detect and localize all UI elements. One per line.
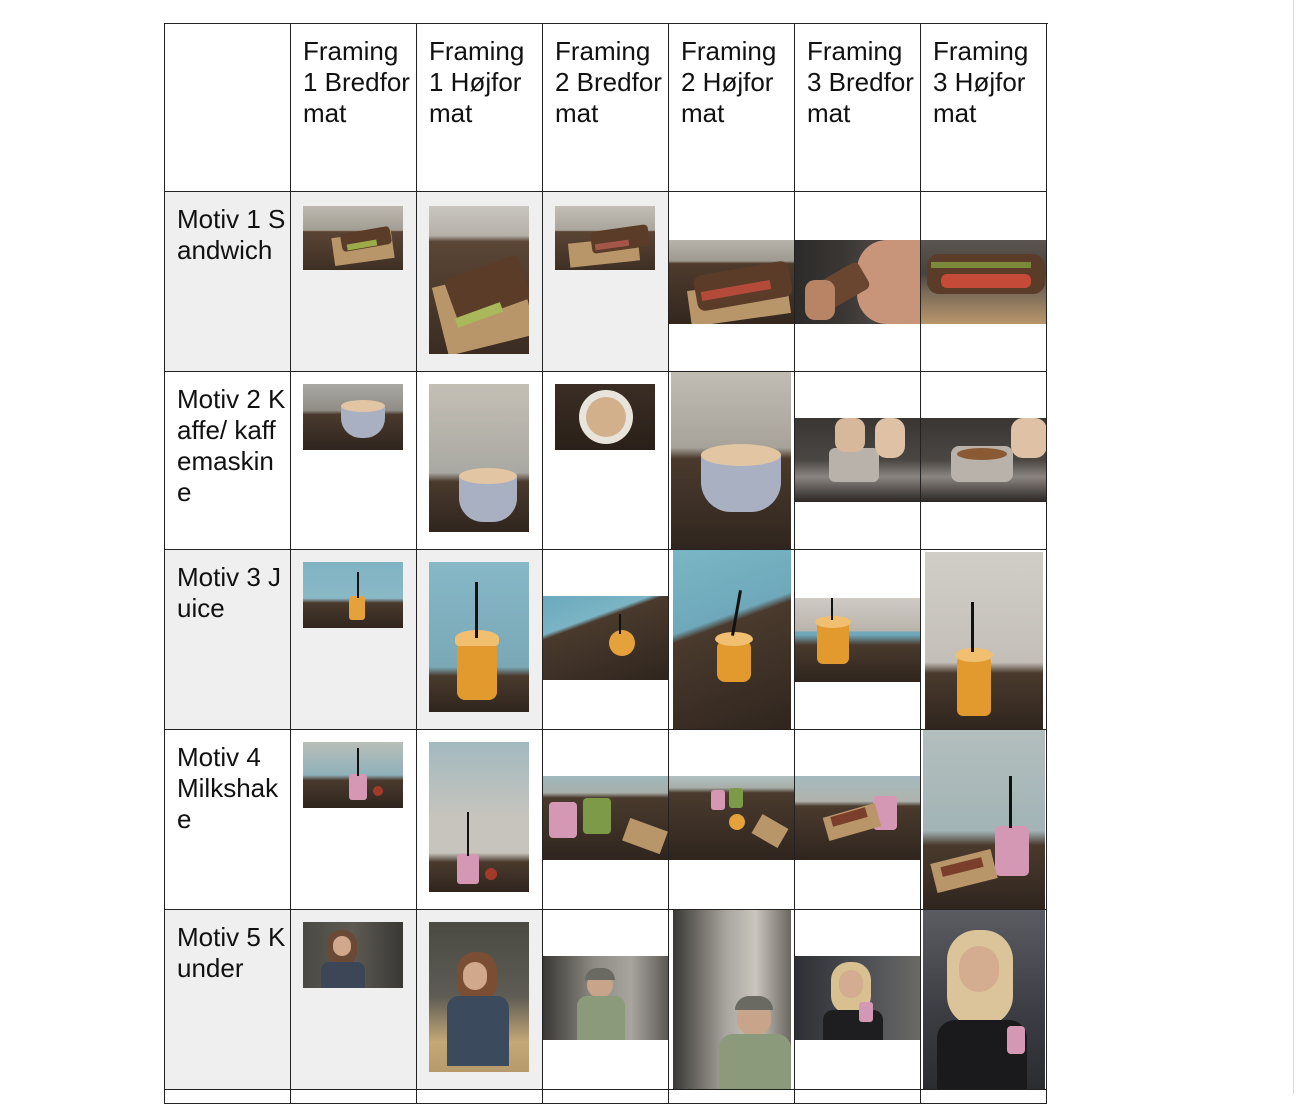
milkshake-photo [303,742,403,808]
table-header-cell: Framing 2 Højformat [669,24,795,192]
photo-cell [543,730,669,910]
photo-cell [669,910,795,1090]
row-label: Motiv 1 Sandwich [177,204,286,265]
photo-cell [795,910,921,1090]
photo-cell [669,550,795,730]
juice-photo [543,596,668,680]
column-header: Framing 1 Højformat [429,36,525,128]
page-edge [1293,0,1294,1094]
photo-cell [417,1090,543,1104]
table-header-cell: Framing 2 Bredformat [543,24,669,192]
photo-cell [543,910,669,1090]
photo-cell [417,730,543,910]
juice-photo [795,598,920,682]
row-label: Motiv 2 Kaffe/ kaffemaskine [177,384,286,507]
coffee-photo [429,384,529,532]
photo-cell [417,550,543,730]
column-header: Framing 3 Bredformat [807,36,914,128]
juice-photo [925,552,1043,729]
juice-photo [429,562,529,712]
customer-photo [795,956,920,1040]
photo-cell [291,192,417,372]
row-label-cell [165,1090,291,1104]
photo-cell [291,550,417,730]
photo-cell [543,192,669,372]
table-header-cell: Framing 3 Højformat [921,24,1047,192]
smoothies-photo [543,776,668,860]
photo-cell [543,550,669,730]
photo-cell [291,730,417,910]
coffee-top-photo [555,384,655,450]
photo-cell [921,1090,1047,1104]
espresso-machine-photo [795,418,920,502]
customer-photo [429,922,529,1072]
coffee-photo [671,372,791,549]
milkshake-sandwich-photo [795,776,920,860]
espresso-machine-photo [921,418,1046,502]
sandwich-photo [429,206,529,354]
photo-cell [921,192,1047,372]
table-header-cell: Framing 1 Højformat [417,24,543,192]
row-label-cell: Motiv 5 Kunder [165,910,291,1090]
photo-cell [795,1090,921,1104]
woman-eating-photo [795,240,920,324]
juice-photo [673,550,791,729]
photo-cell [795,730,921,910]
juice-photo [303,562,403,628]
photo-cell [669,730,795,910]
sandwich-photo [669,240,794,324]
photo-cell [669,1090,795,1104]
row-label: Motiv 4 Milkshake [177,742,279,834]
photo-cell [795,550,921,730]
photo-cell [921,550,1047,730]
photo-cell [417,192,543,372]
column-header: Framing 2 Højformat [681,36,777,128]
column-header: Framing 3 Højformat [933,36,1029,128]
photo-cell [669,372,795,550]
sandwich-photo [303,206,403,270]
photo-cell [669,192,795,372]
coffee-photo [303,384,403,450]
row-label: Motiv 3 Juice [177,562,282,623]
column-header: Framing 1 Bredformat [303,36,410,128]
sandwich-photo [921,240,1046,324]
row-label-cell: Motiv 3 Juice [165,550,291,730]
row-label-cell: Motiv 4 Milkshake [165,730,291,910]
framing-table: Framing 1 Bredformat Framing 1 Højformat… [164,23,1048,1104]
photo-cell [417,910,543,1090]
drinks-photo [669,776,794,860]
photo-cell [795,192,921,372]
photo-cell [543,1090,669,1104]
table-header-cell: Framing 3 Bredformat [795,24,921,192]
table-header-cell: Framing 1 Bredformat [291,24,417,192]
row-label-cell: Motiv 1 Sandwich [165,192,291,372]
milkshake-sandwich-photo [923,730,1045,909]
photo-cell [291,910,417,1090]
row-label-cell: Motiv 2 Kaffe/ kaffemaskine [165,372,291,550]
photo-cell [921,910,1047,1090]
customer-photo [303,922,403,988]
photo-cell [921,730,1047,910]
photo-cell [291,372,417,550]
customer-photo [543,956,668,1040]
customer-photo [673,910,791,1089]
photo-cell [291,1090,417,1104]
photo-cell [921,372,1047,550]
customer-photo [923,910,1045,1089]
row-label: Motiv 5 Kunder [177,922,286,983]
column-header: Framing 2 Bredformat [555,36,662,128]
table-header-corner [165,24,291,192]
photo-cell [543,372,669,550]
photo-cell [795,372,921,550]
photo-cell [417,372,543,550]
sandwich-photo [555,206,655,270]
milkshake-photo [429,742,529,892]
